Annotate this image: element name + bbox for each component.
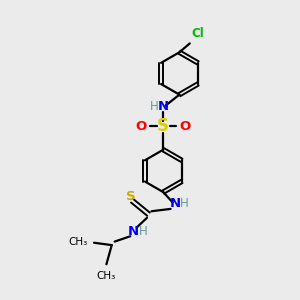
Text: N: N	[128, 225, 140, 239]
Text: Cl: Cl	[192, 27, 205, 40]
Text: O: O	[180, 120, 191, 133]
Text: S: S	[126, 190, 136, 203]
Text: CH₃: CH₃	[68, 237, 88, 247]
Text: N: N	[169, 197, 181, 210]
Text: H: H	[149, 100, 158, 113]
Text: H: H	[180, 197, 189, 210]
Text: S: S	[157, 117, 169, 135]
Text: H: H	[139, 225, 148, 239]
Text: O: O	[136, 120, 147, 133]
Text: CH₃: CH₃	[96, 271, 116, 281]
Text: N: N	[158, 100, 169, 113]
